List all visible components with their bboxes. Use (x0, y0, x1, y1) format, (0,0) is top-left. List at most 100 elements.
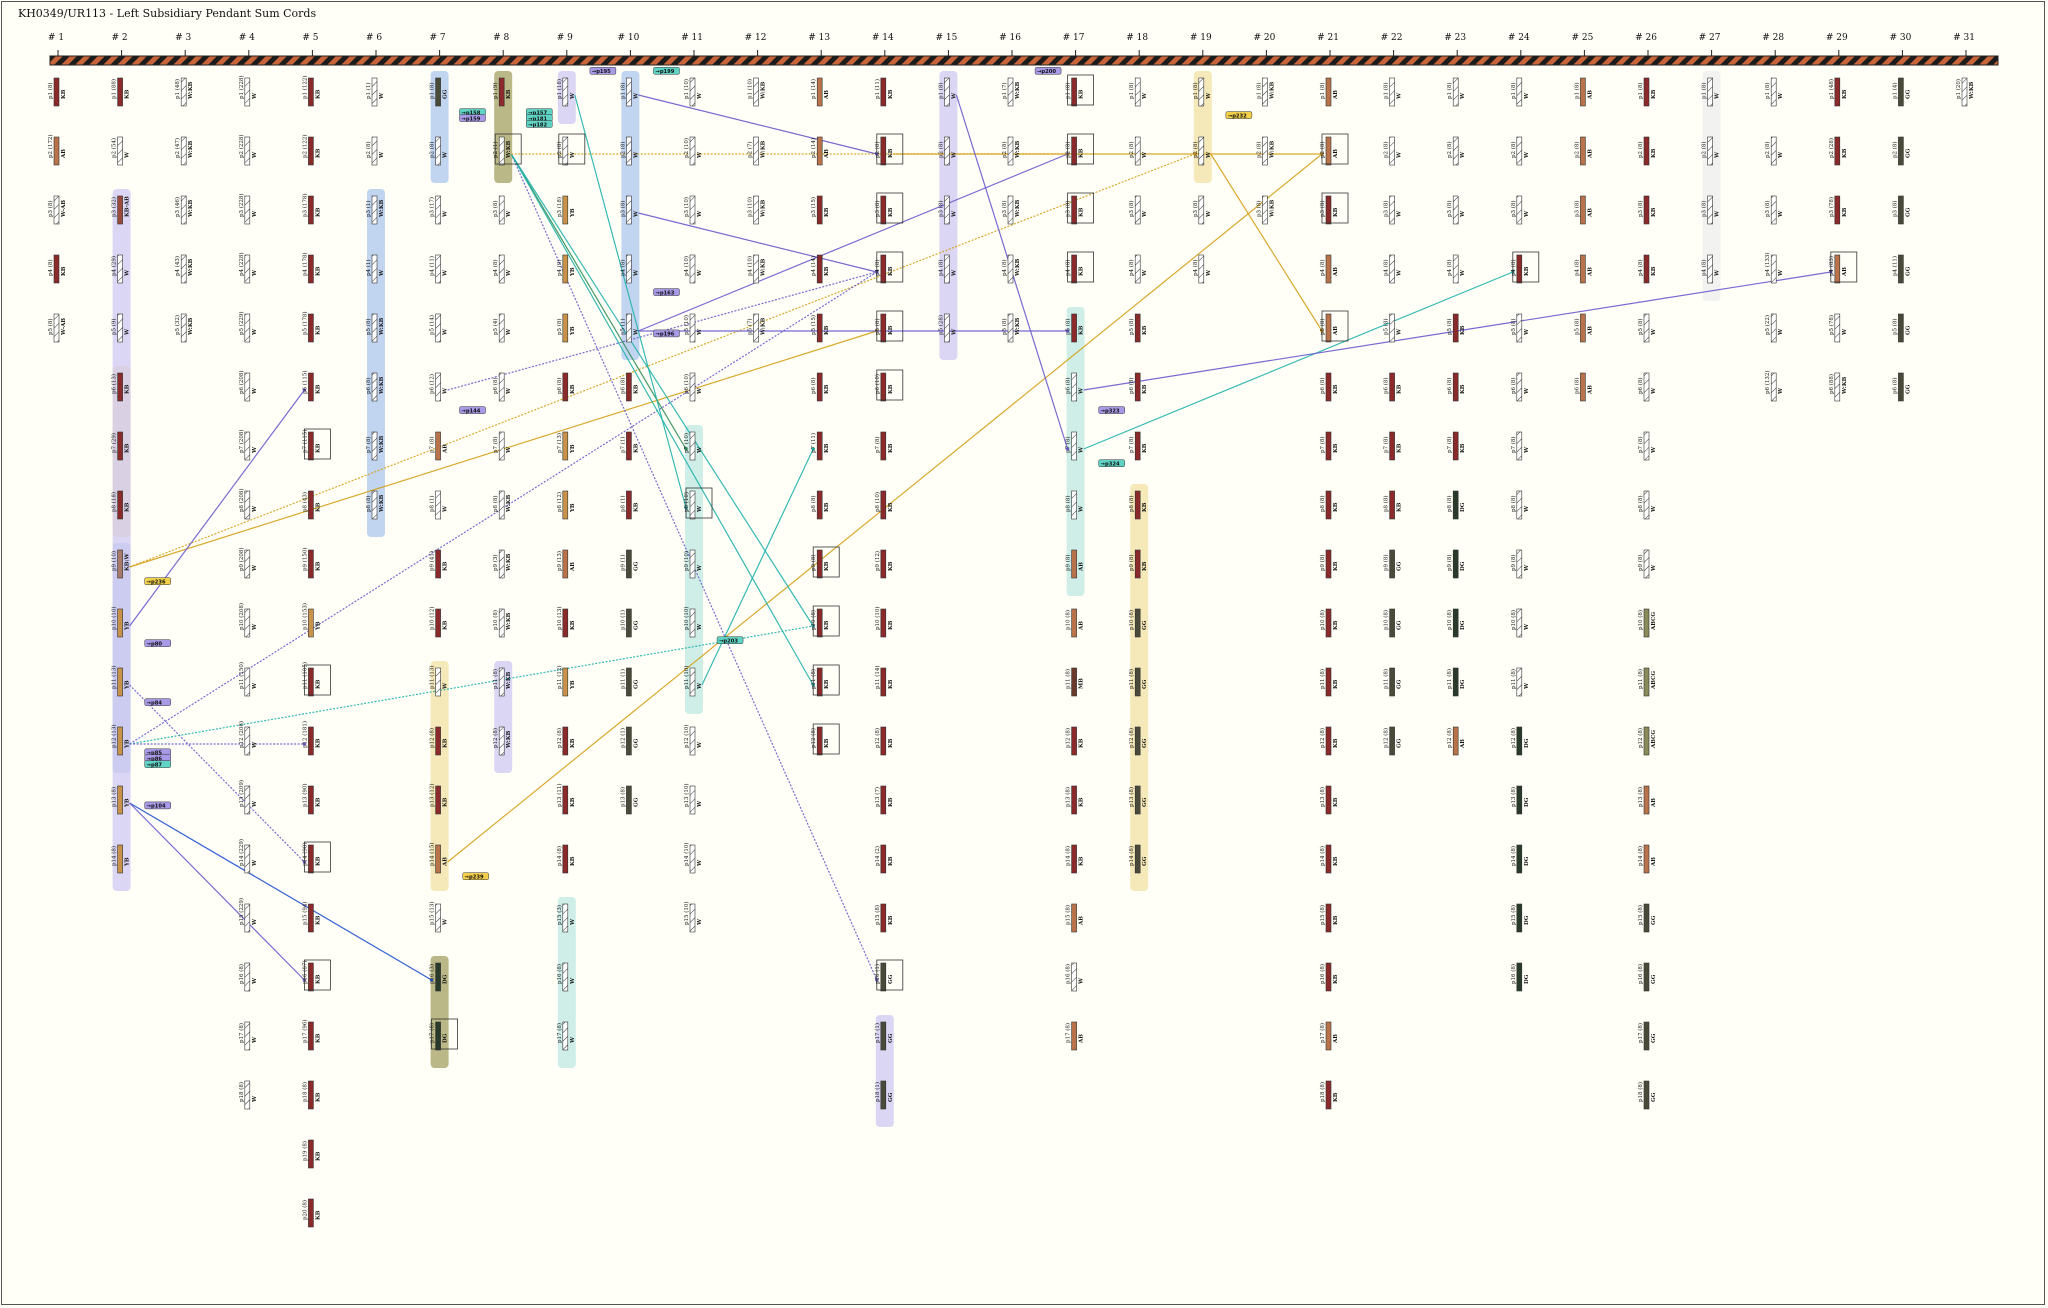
pendant-cord[interactable]: p9 (1) GG (619, 549, 639, 579)
pendant-cord[interactable]: p9 (3) W:KB (492, 549, 512, 579)
pendant-cord[interactable]: p2 (8) KB (874, 136, 894, 166)
pendant-cord[interactable]: p17 (8) W (556, 1021, 576, 1051)
pendant-cord[interactable]: p2 (8) AB (1573, 136, 1593, 166)
pendant-cord[interactable]: p8 (10) W (683, 490, 703, 520)
pendant-cord[interactable]: p2 (8) W:KB (1255, 136, 1275, 166)
pendant-cord[interactable]: p2 (54) W (111, 136, 131, 166)
link-callout[interactable]: →p80 (144, 639, 171, 648)
pendant-cord[interactable]: p18 (8) KB (1319, 1080, 1339, 1110)
pendant-cord[interactable]: p10 (8) DG (1446, 608, 1466, 638)
pendant-cord[interactable]: p9 (8) W (1637, 549, 1657, 579)
pendant-cord[interactable]: p4 (8) KB (874, 254, 894, 284)
pendant-cord[interactable]: p15 (229) W (238, 898, 258, 933)
pendant-cord[interactable]: p1 (8) AB (1319, 77, 1339, 107)
pendant-cord[interactable]: p4 (8) KB (1510, 254, 1530, 284)
pendant-cord[interactable]: p3 (17) W (429, 195, 449, 225)
pendant-cord[interactable]: p6 (8) KB (1446, 372, 1466, 402)
pendant-cord[interactable]: p11 (8) KB (810, 667, 830, 697)
pendant-cord[interactable]: p9 (10) KB:W (111, 549, 131, 579)
pendant-cord[interactable]: p16 (8) DG (1510, 962, 1530, 992)
pendant-cord[interactable]: p2 (8) W:KB (1001, 136, 1021, 166)
pendant-cord[interactable]: p13 (90) KB (301, 783, 321, 815)
pendant-cord[interactable]: p2 (10) W (683, 136, 703, 166)
pendant-cord[interactable]: p14 (8) KB (1065, 844, 1085, 874)
pendant-cord[interactable]: p13 (8) KB (1065, 785, 1085, 815)
pendant-cord[interactable]: p7 (11) KB (810, 431, 830, 461)
pendant-cord[interactable]: p17 (8) W (238, 1021, 258, 1051)
pendant-cord[interactable]: p10 (8) AB (1065, 608, 1085, 638)
pendant-cord[interactable]: p9 (8) GG (1383, 549, 1403, 579)
pendant-cord[interactable]: p3 (8) W (1192, 195, 1212, 225)
pendant-cord[interactable]: p7 (8) W:KB (365, 431, 385, 461)
pendant-cord[interactable]: p2 (14) AB (810, 136, 830, 166)
pendant-cord[interactable]: p12 (8) AB (1446, 726, 1466, 756)
pendant-cord[interactable]: p1 (8) W (1701, 77, 1721, 107)
pendant-cord[interactable]: p5 (8) KB (1128, 313, 1148, 343)
pendant-cord[interactable]: p1 (122) KB (301, 75, 321, 107)
pendant-cord[interactable]: p5 (9) W (111, 313, 131, 343)
pendant-cord[interactable]: p3 (8) W:KB (1001, 195, 1021, 225)
pendant-cord[interactable]: p4 (178) KB (301, 252, 321, 284)
pendant-cord[interactable]: p2 (8) W (429, 136, 449, 166)
pendant-cord[interactable]: p7 (1) KB (619, 431, 639, 461)
pendant-cord[interactable]: p6 (8) W (492, 372, 512, 402)
pendant-cord[interactable]: p11 (13) W (429, 665, 449, 697)
pendant-cord[interactable]: p4 (9) YB (556, 254, 576, 284)
pendant-cord[interactable]: p18 (8) GG (1637, 1080, 1657, 1110)
pendant-cord[interactable]: p4 (8) W (619, 254, 639, 284)
pendant-cord[interactable]: p1 (14) AB (810, 77, 830, 107)
pendant-cord[interactable]: p2 (8) W (1128, 136, 1148, 166)
pendant-cord[interactable]: p1 (4) GG (1891, 77, 1911, 107)
pendant-cord[interactable]: p6 (8) KB (1383, 372, 1403, 402)
pendant-cord[interactable]: p10 (10) W (683, 606, 703, 638)
link-callout[interactable]: →p104 (144, 801, 171, 810)
pendant-cord[interactable]: p7 (115) KB (301, 429, 321, 461)
pendant-cord[interactable]: p14 (8) GG (1128, 844, 1148, 874)
pendant-cord[interactable]: p3 (46) W:KB (174, 195, 194, 225)
link-callout[interactable]: →p200 (1034, 67, 1062, 75)
pendant-cord[interactable]: p12 (8) DG (1510, 726, 1530, 756)
pendant-cord[interactable]: p8 (8) KB (810, 490, 830, 520)
pendant-cord[interactable]: p6 (8) W (1065, 372, 1085, 402)
pendant-cord[interactable]: p14 (98) KB (301, 842, 321, 874)
pendant-cord[interactable]: p8 (1) W (429, 490, 449, 520)
pendant-cord[interactable]: p2 (8) W (1701, 136, 1721, 166)
pendant-cord[interactable]: p4 (10) W (683, 254, 703, 284)
pendant-cord[interactable]: p4 (8) KB (1637, 254, 1657, 284)
pendant-cord[interactable]: p3 (8) AB (1573, 195, 1593, 225)
pendant-cord[interactable]: p3 (8) W (1128, 195, 1148, 225)
pendant-cord[interactable]: p1 (8) W (1192, 77, 1212, 107)
pendant-cord[interactable]: p16 (87) KB (301, 960, 321, 992)
pendant-cord[interactable]: p4 (43) W:KB (174, 254, 194, 284)
pendant-cord[interactable]: p6 (8) GG (1891, 372, 1911, 402)
pendant-cord[interactable]: p13 (209) W (238, 780, 258, 815)
pendant-cord[interactable]: p8 (208) W (238, 488, 258, 520)
pendant-cord[interactable]: p4 (29) W (111, 254, 131, 284)
pendant-cord[interactable]: p17 (8) AB (1319, 1021, 1339, 1051)
pendant-cord[interactable]: p10 (8) KB (810, 608, 830, 638)
pendant-cord[interactable]: p2 (8) AB (1319, 136, 1339, 166)
pendant-cord[interactable]: p1 (8) W (1383, 77, 1403, 107)
pendant-cord[interactable]: p5 (8) W (1383, 313, 1403, 343)
pendant-cord[interactable]: p15 (13) W (429, 901, 449, 933)
pendant-cord[interactable]: p13 (8) GG (619, 785, 639, 815)
pendant-cord[interactable]: p8 (18) KB (111, 490, 131, 520)
pendant-cord[interactable]: p2 (8) W (1446, 136, 1466, 166)
pendant-cord[interactable]: p4 (8) KB (1065, 254, 1085, 284)
pendant-cord[interactable]: p16 (3) DG (429, 962, 449, 992)
pendant-cord[interactable]: p6 (208) W (238, 370, 258, 402)
pendant-cord[interactable]: p6 (8) W (1510, 372, 1530, 402)
pendant-cord[interactable]: p13 (8) YB (111, 785, 131, 815)
pendant-cord[interactable]: p8 (8) DG (1446, 490, 1466, 520)
pendant-cord[interactable]: p14 (2) KB (874, 844, 894, 874)
pendant-cord[interactable]: p15 (8) GG (1637, 903, 1657, 933)
pendant-cord[interactable]: p7 (8) KB (1383, 431, 1403, 461)
pendant-cord[interactable]: p1 (18) W (556, 77, 576, 107)
pendant-cord[interactable]: p3 (10) W (683, 195, 703, 225)
pendant-cord[interactable]: p1 (8) W (619, 77, 639, 107)
pendant-cord[interactable]: p9 (8) AB (1065, 549, 1085, 579)
pendant-cord[interactable]: p8 (10) KB (874, 490, 894, 520)
pendant-cord[interactable]: p11 (8) W:KB (492, 667, 512, 697)
pendant-cord[interactable]: p12 (8) GG (1383, 726, 1403, 756)
pendant-cord[interactable]: p6 (10) KB (874, 372, 894, 402)
